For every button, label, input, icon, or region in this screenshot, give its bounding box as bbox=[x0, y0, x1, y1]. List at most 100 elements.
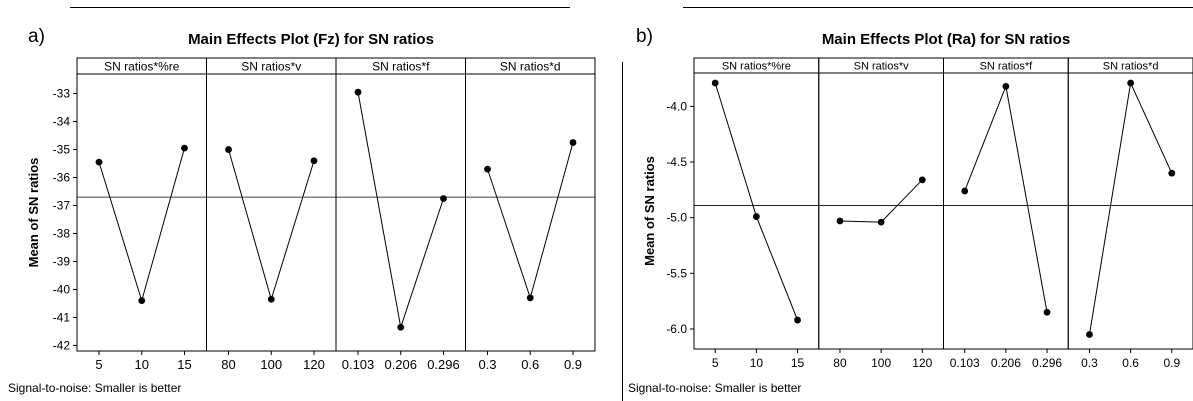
x-tick-label: 0.9 bbox=[1163, 356, 1180, 370]
facet-strip-label: SN ratios*d bbox=[500, 60, 561, 74]
x-tick-label: 80 bbox=[221, 357, 235, 372]
facet-strip-label: SN ratios*d bbox=[1103, 61, 1159, 73]
series-line bbox=[714, 82, 799, 321]
top-rule-right bbox=[683, 7, 1193, 8]
data-point bbox=[836, 217, 844, 225]
x-tick-label: 80 bbox=[833, 356, 847, 370]
data-point bbox=[794, 316, 801, 324]
x-tick-label: 0.6 bbox=[1122, 356, 1139, 370]
series-line bbox=[98, 148, 185, 303]
data-point bbox=[1043, 308, 1051, 316]
x-tick-label: 0.103 bbox=[950, 356, 980, 370]
x-tick-label: 10 bbox=[750, 356, 764, 370]
data-point bbox=[138, 297, 146, 305]
x-tick-label: 15 bbox=[177, 357, 191, 372]
facet-strip-label: SN ratios*f bbox=[980, 61, 1034, 73]
y-tick-label: -4.5 bbox=[666, 155, 687, 169]
data-point bbox=[918, 176, 926, 184]
data-point bbox=[181, 144, 188, 152]
y-tick-label: -35 bbox=[53, 143, 71, 157]
x-tick-label: 0.3 bbox=[478, 357, 496, 372]
top-rule-left bbox=[70, 7, 570, 8]
data-point bbox=[397, 323, 405, 331]
footnote: Signal-to-noise: Smaller is better bbox=[628, 381, 801, 395]
data-point bbox=[440, 195, 447, 202]
y-axis-label: Mean of SN ratios bbox=[26, 158, 41, 268]
data-point bbox=[310, 157, 318, 165]
data-point bbox=[267, 295, 275, 303]
series-line bbox=[228, 149, 315, 301]
y-tick-label: -5.5 bbox=[666, 266, 687, 280]
x-tick-label: 0.103 bbox=[342, 357, 375, 372]
data-point bbox=[526, 294, 534, 302]
data-point bbox=[877, 218, 885, 226]
facet-panel-4 bbox=[1067, 57, 1193, 350]
x-tick-label: 100 bbox=[260, 357, 282, 372]
y-tick-label: -40 bbox=[53, 282, 71, 296]
y-tick-label: -4.0 bbox=[666, 99, 687, 113]
series-line bbox=[1088, 81, 1173, 335]
data-point bbox=[1086, 331, 1093, 338]
x-tick-label: 0.206 bbox=[384, 357, 417, 372]
series-line bbox=[357, 92, 444, 328]
y-tick-label: -38 bbox=[53, 226, 71, 240]
main-effects-plot-fz: a) Main Effects Plot (Fz) for SN ratios Me… bbox=[8, 26, 596, 395]
x-tick-label: 10 bbox=[135, 357, 149, 372]
x-tick-label: 0.206 bbox=[991, 356, 1021, 370]
x-tick-label: 0.296 bbox=[1032, 356, 1062, 370]
facet-panel-3 bbox=[335, 57, 466, 352]
data-point bbox=[1002, 82, 1010, 90]
y-tick-label: -33 bbox=[53, 87, 71, 101]
panel-label: a) bbox=[28, 26, 45, 47]
x-tick-label: 120 bbox=[303, 357, 325, 372]
facet-strip-label: SN ratios*v bbox=[241, 60, 301, 74]
data-point bbox=[961, 187, 969, 195]
x-tick-label: 15 bbox=[791, 356, 805, 370]
facet-panel-2 bbox=[206, 57, 337, 352]
panel-divider bbox=[622, 62, 623, 401]
facet-strip-label: SN ratios*v bbox=[854, 61, 910, 73]
y-tick-label: -36 bbox=[53, 171, 71, 185]
y-tick-label: -37 bbox=[53, 199, 71, 213]
x-tick-label: 5 bbox=[712, 356, 719, 370]
data-point bbox=[354, 88, 362, 96]
series-line bbox=[487, 142, 574, 300]
facet-panel-2 bbox=[818, 57, 944, 350]
data-point bbox=[1168, 169, 1176, 177]
y-tick-label: -39 bbox=[53, 254, 71, 268]
facet-panel-1 bbox=[693, 57, 820, 350]
facet-panel-1 bbox=[76, 57, 207, 352]
x-tick-label: 0.3 bbox=[1081, 356, 1098, 370]
y-tick-label: -41 bbox=[53, 310, 71, 324]
main-effects-plot-ra: b) Main Effects Plot (Ra) for SN ratios Me… bbox=[628, 26, 1193, 395]
x-tick-label: 0.9 bbox=[564, 357, 582, 372]
x-tick-label: 5 bbox=[95, 357, 102, 372]
data-point bbox=[711, 79, 719, 87]
x-tick-label: 0.6 bbox=[521, 357, 539, 372]
x-tick-label: 0.296 bbox=[427, 357, 460, 372]
facet-panel-3 bbox=[943, 57, 1069, 350]
chart-title: Main Effects Plot (Fz) for SN ratios bbox=[188, 31, 434, 48]
x-tick-label: 100 bbox=[871, 356, 891, 370]
y-tick-label: -6.0 bbox=[666, 322, 687, 336]
series-line bbox=[964, 84, 1048, 313]
y-tick-label: -34 bbox=[53, 115, 71, 129]
facet-strip-label: SN ratios*%re bbox=[104, 60, 180, 74]
y-tick-label: -42 bbox=[53, 338, 71, 352]
data-point bbox=[569, 139, 577, 146]
panel-label: b) bbox=[636, 26, 653, 47]
chart-title: Main Effects Plot (Ra) for SN ratios bbox=[822, 31, 1070, 48]
facet-strip-label: SN ratios*%re bbox=[722, 61, 791, 73]
data-point bbox=[484, 165, 491, 173]
data-point bbox=[225, 146, 232, 153]
data-point bbox=[752, 213, 760, 220]
facet-panel-4 bbox=[465, 57, 596, 352]
y-axis-label: Mean of SN ratios bbox=[642, 156, 657, 266]
series-line bbox=[839, 179, 923, 223]
footnote: Signal-to-noise: Smaller is better bbox=[8, 381, 181, 395]
y-tick-label: -5.0 bbox=[666, 211, 687, 225]
x-tick-label: 120 bbox=[912, 356, 932, 370]
facet-strip-label: SN ratios*f bbox=[372, 60, 430, 74]
data-point bbox=[95, 158, 103, 166]
